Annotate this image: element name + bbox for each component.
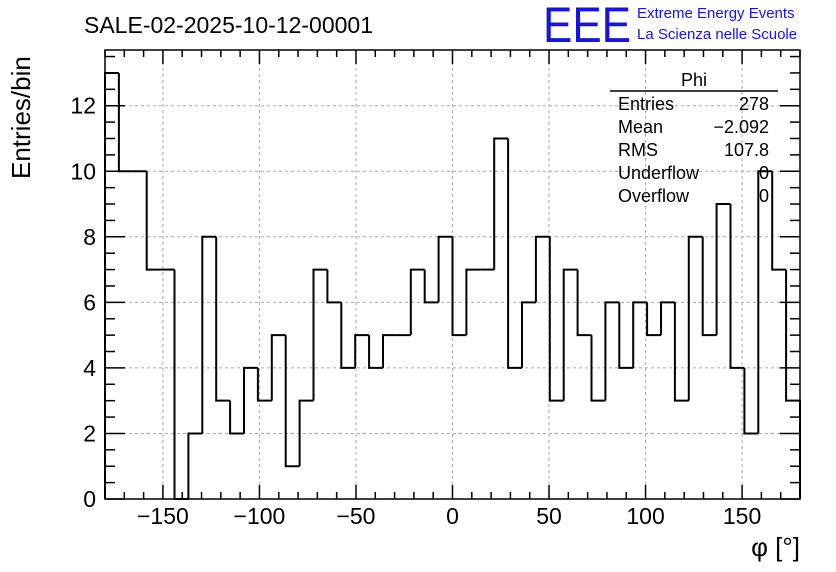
x-tick-label: 50 — [536, 503, 562, 529]
histogram-bin — [660, 301, 675, 336]
histogram-bin — [618, 302, 634, 369]
histogram-bin — [326, 269, 342, 304]
histogram-bin — [201, 235, 217, 434]
y-tick-label: 4 — [83, 355, 96, 381]
histogram-bin — [548, 236, 564, 402]
stats-row-value: −2.092 — [713, 117, 769, 137]
stats-row-label: Overflow — [618, 186, 690, 206]
histogram-bin — [632, 301, 648, 368]
x-tick-label: −50 — [336, 503, 375, 529]
histogram-bin — [173, 269, 189, 500]
histogram-bin — [298, 399, 314, 467]
histogram-bin — [729, 204, 745, 369]
histogram-bin — [534, 235, 550, 303]
y-tick-label: 6 — [83, 289, 96, 315]
stats-row-label: Mean — [618, 117, 663, 137]
axis-ticks — [104, 50, 801, 500]
histogram-bin — [715, 203, 731, 336]
histogram-bin — [284, 335, 300, 468]
histogram-bin — [117, 72, 133, 173]
histogram-bin — [145, 171, 161, 271]
histogram-bin — [701, 236, 717, 337]
stats-row-value: 278 — [739, 94, 769, 114]
histogram-bin — [507, 138, 522, 369]
logo-mark: EEE — [543, 0, 631, 53]
x-tick-label: −100 — [234, 503, 286, 529]
x-tick-label: −150 — [137, 503, 189, 529]
x-tick-label: 0 — [446, 503, 459, 529]
stats-row-label: Entries — [618, 94, 674, 114]
y-tick-label: 12 — [70, 93, 96, 119]
histogram-bin — [757, 170, 773, 434]
histogram-bin — [437, 235, 453, 303]
plot-frame — [104, 49, 801, 500]
y-tick-label: 8 — [83, 224, 96, 250]
histogram-bin — [256, 367, 272, 402]
histogram-bin — [673, 302, 689, 402]
chart-title: SALE-02-2025-10-12-00001 — [84, 12, 373, 38]
histogram-bin — [229, 400, 244, 435]
histogram-bin — [493, 137, 509, 270]
stats-row-value: 0 — [759, 163, 769, 183]
histogram-bin — [646, 302, 661, 337]
histogram-bin — [576, 269, 592, 337]
stats-box: Phi Entries 278 Mean −2.092 RMS 107.8 Underflo… — [610, 70, 778, 206]
histogram-bin — [354, 334, 370, 368]
y-tick-label: 2 — [83, 420, 96, 446]
x-axis-label: φ [°] — [751, 532, 800, 562]
x-tick-label: 100 — [626, 503, 664, 529]
stats-row-label: RMS — [618, 140, 658, 160]
histogram-bars — [104, 71, 801, 500]
histogram-bin — [604, 301, 620, 401]
stats-title: Phi — [681, 70, 707, 90]
histogram-bin — [687, 235, 703, 401]
stats-row-label: Underflow — [618, 163, 700, 183]
histogram-bin — [409, 268, 425, 336]
y-tick-label: 10 — [70, 158, 96, 184]
eee-logo: EEE Extreme Energy Events La Scienza nel… — [543, 0, 797, 53]
logo-line2: La Scienza nelle Scuole — [637, 26, 797, 43]
y-tick-label: 0 — [83, 486, 96, 512]
histogram-bin — [340, 302, 356, 369]
histogram-bin — [590, 335, 606, 402]
histogram-bin — [743, 367, 759, 435]
histogram-bin — [771, 171, 787, 271]
histogram-bin — [270, 334, 286, 401]
stats-row-value: 107.8 — [724, 140, 769, 160]
histogram-bin — [521, 301, 536, 368]
histogram-bin — [423, 269, 439, 304]
histogram-bin — [215, 236, 231, 402]
histogram-bin — [368, 335, 383, 369]
histogram-bin — [451, 236, 467, 337]
stats-row-value: 0 — [759, 186, 769, 206]
histogram-bin — [243, 366, 258, 434]
histogram-bin — [465, 268, 481, 336]
histogram-bin — [187, 432, 203, 499]
histogram-bin — [382, 334, 397, 368]
x-tick-label: 150 — [723, 503, 761, 529]
tick-labels: −150 −100 −50 0 50 100 150 0 2 4 6 8 10 12 — [70, 93, 761, 529]
logo-line1: Extreme Energy Events — [637, 5, 795, 22]
y-axis-label: Entries/bin — [6, 56, 36, 179]
histogram-bin — [312, 268, 328, 401]
histogram-bin — [562, 268, 578, 401]
